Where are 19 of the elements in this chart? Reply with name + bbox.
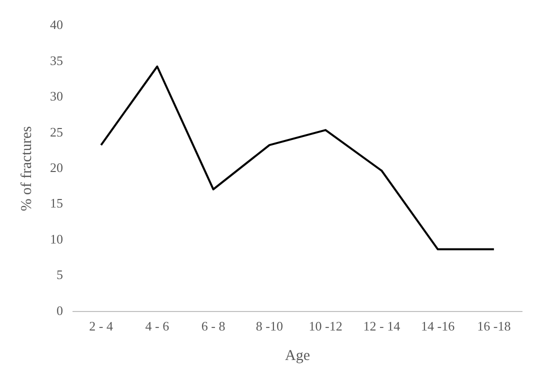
x-tick-label: 14 -16 (421, 318, 456, 334)
y-tick-label: 5 (56, 267, 63, 282)
y-tick-label: 40 (50, 17, 63, 32)
x-tick-label: 6 - 8 (201, 318, 226, 334)
x-tick-label: 16 -18 (477, 318, 511, 334)
y-tick-label: 35 (50, 52, 63, 68)
x-tick-label: 2 - 4 (89, 318, 114, 334)
x-tick-label: 8 -10 (256, 318, 283, 334)
x-tick-label: 4 - 6 (145, 318, 170, 334)
y-tick-label: 20 (50, 160, 63, 176)
x-tick-label: 10 -12 (308, 318, 342, 334)
y-tick-label: 25 (50, 124, 63, 140)
y-axis-title: % of fractures (18, 126, 35, 212)
x-tick-label: 12 - 14 (363, 318, 401, 334)
x-axis-title: Age (285, 348, 310, 364)
y-tick-label: 10 (50, 231, 63, 246)
y-tick-label: 0 (56, 302, 63, 318)
y-tick-label: 15 (50, 196, 63, 211)
y-tick-label: 30 (50, 88, 63, 104)
